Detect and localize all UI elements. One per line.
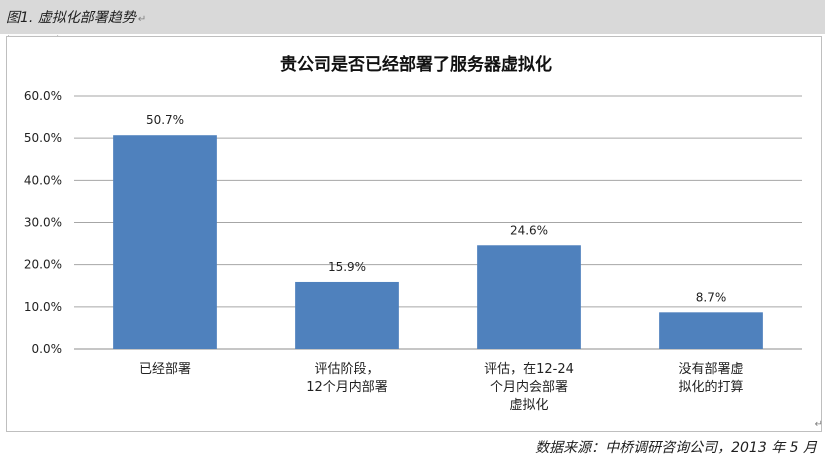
category-label: 评估阶段，	[314, 362, 379, 377]
category-label: 评估，在12-24	[484, 362, 574, 377]
chart-title: 贵公司是否已经部署了服务器虚拟化	[280, 54, 552, 75]
bar	[295, 281, 399, 349]
paragraph-mark-icon: ↵	[814, 419, 823, 430]
y-tick-label: 0.0%	[32, 342, 63, 356]
chart-frame[interactable]	[6, 36, 822, 432]
category-label: 拟化的打算	[678, 379, 743, 395]
bars	[113, 135, 763, 349]
bar	[659, 312, 763, 349]
source-note: 数据来源：中桥调研咨询公司，2013 年 5 月	[535, 440, 817, 456]
data-label: 15.9%	[328, 260, 366, 274]
category-label: 虚拟化	[509, 398, 548, 413]
category-label: 已经部署	[139, 362, 191, 377]
y-tick-label: 50.0%	[24, 131, 62, 145]
y-tick-label: 40.0%	[24, 173, 62, 187]
figure-caption: 图1. 虚拟化部署趋势 ↵	[6, 7, 146, 27]
category-label: 个月内会部署	[490, 379, 568, 395]
y-tick-label: 60.0%	[24, 89, 62, 103]
y-tick-label: 30.0%	[24, 216, 62, 230]
data-label: 50.7%	[146, 113, 184, 127]
paragraph-mark-icon: ↵	[137, 14, 147, 25]
y-tick-label: 20.0%	[24, 258, 62, 272]
figure-caption-text: 图1. 虚拟化部署趋势	[6, 10, 136, 26]
category-label: 12个月内部署	[306, 379, 388, 395]
data-label: 24.6%	[510, 223, 548, 237]
category-label: 没有部署虚	[678, 362, 743, 377]
data-label: 8.7%	[696, 290, 727, 304]
y-axis-ticks: 0.0% 10.0% 20.0% 30.0% 40.0% 50.0% 60.0%	[24, 89, 62, 356]
bar	[477, 245, 581, 349]
y-tick-label: 10.0%	[24, 300, 62, 314]
figure-caption-bar: 图1. 虚拟化部署趋势 ↵	[0, 0, 825, 34]
bar	[113, 135, 217, 349]
data-labels: 50.7% 15.9% 24.6% 8.7%	[146, 113, 726, 304]
